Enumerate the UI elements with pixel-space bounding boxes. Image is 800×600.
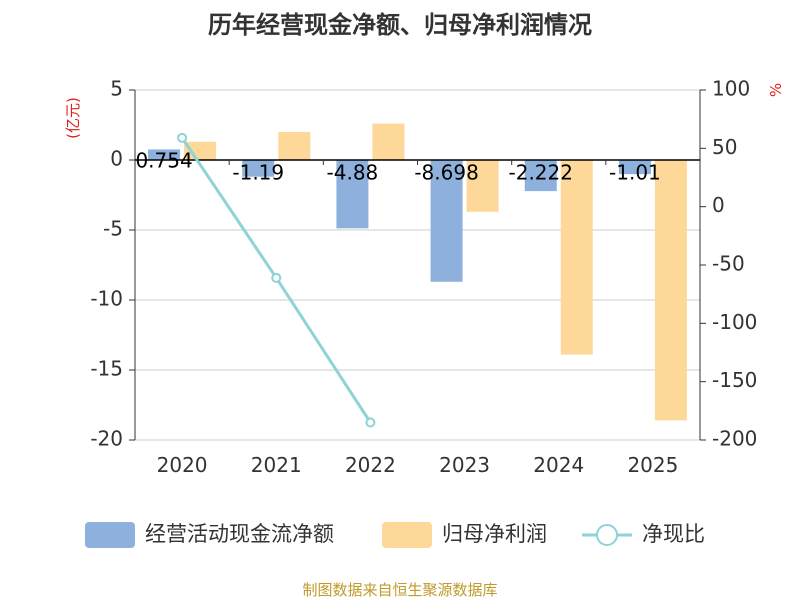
legend-label-cash-flow: 经营活动现金流净额: [145, 522, 334, 546]
legend-label-ratio: 净现比: [642, 522, 705, 546]
legend-label-net-profit: 归母净利润: [442, 522, 547, 546]
left-tick-label: -5: [103, 217, 123, 241]
cash-flow-bar: [430, 160, 463, 282]
cash-flow-bar: [336, 160, 369, 229]
ratio-line: [177, 132, 376, 428]
x-tick-label: 2022: [345, 453, 396, 477]
x-tick-label: 2023: [439, 453, 490, 477]
right-tick-label: -200: [712, 427, 757, 451]
cash-flow-data-label: -4.88: [327, 161, 379, 185]
legend-swatch-cash-flow: [85, 522, 135, 548]
x-tick-label: 2020: [157, 453, 208, 477]
left-tick-label: -20: [90, 427, 123, 451]
ratio-point: [177, 132, 188, 143]
x-tick-label: 2025: [627, 453, 678, 477]
left-axis-unit: (亿元): [64, 97, 82, 139]
right-tick-label: -50: [712, 252, 745, 276]
cash-flow-bar: [618, 160, 651, 175]
grid-lines: [135, 89, 700, 441]
bars: [148, 123, 687, 421]
cash-flow-bar: [524, 160, 557, 192]
net-profit-bar: [560, 160, 593, 355]
legend-marker-ratio: [596, 524, 618, 546]
cash-flow-bar: [242, 160, 275, 177]
net-profit-bar: [654, 160, 687, 421]
cash-flow-data-label: 0.754: [135, 149, 192, 173]
cash-flow-data-label: -2.222: [509, 161, 573, 185]
ratio-point: [271, 272, 282, 283]
net-profit-bar: [278, 132, 311, 160]
cash-flow-bar: [148, 149, 181, 160]
right-axis-unit: %: [767, 83, 785, 97]
x-tick-label: 2024: [533, 453, 584, 477]
net-profit-bar: [466, 160, 499, 212]
left-tick-label: -15: [90, 357, 123, 381]
axes: [129, 89, 706, 441]
left-tick-label: 0: [110, 147, 123, 171]
source-note: 制图数据来自恒生聚源数据库: [302, 581, 497, 599]
right-tick-label: 0: [712, 193, 725, 217]
ratio-point: [365, 417, 376, 428]
cash-flow-data-label: -8.698: [414, 161, 478, 185]
net-profit-bar: [184, 141, 217, 160]
legend: 经营活动现金流净额 归母净利润 净现比: [85, 522, 705, 548]
left-tick-label: 5: [110, 77, 123, 101]
right-tick-label: -150: [712, 368, 757, 392]
legend-swatch-net-profit: [382, 522, 432, 548]
cash-flow-data-label: -1.19: [232, 161, 284, 185]
left-tick-label: -10: [90, 287, 123, 311]
right-tick-label: 50: [712, 135, 737, 159]
net-profit-bar: [372, 123, 405, 160]
x-tick-label: 2021: [251, 453, 302, 477]
data-labels: 0.754 -1.19 -4.88 -8.698 -2.222 -1.01: [135, 149, 660, 185]
chart-title: 历年经营现金净额、归母净利润情况: [208, 11, 592, 39]
cash-flow-data-label: -1.01: [609, 161, 661, 185]
right-tick-label: 100: [712, 77, 750, 101]
right-tick-label: -100: [712, 310, 757, 334]
